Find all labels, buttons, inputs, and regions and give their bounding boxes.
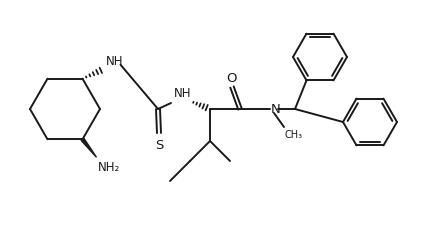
Text: NH₂: NH₂: [98, 161, 120, 174]
Polygon shape: [81, 139, 97, 158]
Text: NH: NH: [106, 54, 123, 67]
Text: NH: NH: [174, 87, 192, 100]
Text: O: O: [227, 72, 237, 85]
Text: S: S: [155, 138, 163, 151]
Text: N: N: [271, 102, 281, 115]
Text: CH₃: CH₃: [285, 129, 303, 139]
